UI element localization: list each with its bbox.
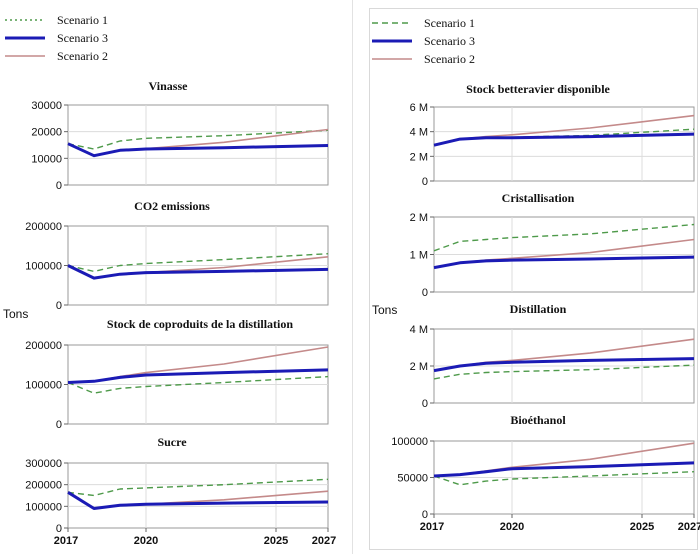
series-line-scenario-3 [67,491,329,510]
x-tick-label: 2017 [54,535,78,547]
series-line-scenario-3 [433,255,695,270]
x-tick-label: 2025 [264,535,288,547]
x-tick-label: 2027 [678,521,700,533]
chart-0: Vinasse 0 10000 20000 30000 [31,79,329,192]
y-tick-label: 0 [56,300,62,312]
chart-3: Sucre 0 100000 200000 300000 2017 2020 2025 2027 [25,435,336,547]
chart-title: Vinasse [149,79,189,93]
chart-title: Cristallisation [502,191,575,205]
chart-title: Stock betteravier disponible [466,82,610,96]
plot-frame [67,462,329,529]
chart-5: Cristallisation 0 1 M 2 M [410,191,695,299]
series-line-scenario-1 [67,253,329,273]
y-tick-label: 2 M [410,151,428,163]
series-line-scenario-3 [433,357,695,373]
chart-4: Stock betteravier disponible 0 2 M 4 M 6 M [410,82,695,188]
series-line-scenario-1 [433,223,695,252]
chart-7: Bioéthanol 0 50000 100000 2017 2020 2025 2027 [391,413,700,533]
y-tick-label: 0 [422,509,428,521]
y-tick-label: 2 M [410,361,428,373]
y-tick-label: 4 M [410,127,428,139]
x-tick-label: 2025 [630,521,654,533]
legend-label-scenario-1: Scenario 1 [57,13,108,27]
plot-frame [433,106,695,182]
y-tick-label: 30000 [31,100,62,112]
y-tick-label: 0 [56,419,62,431]
panel-divider [352,0,353,554]
right-panel-frame [369,8,698,550]
x-tick-label: 2027 [312,535,336,547]
y-tick-label: 200000 [25,480,62,492]
y-tick-label: 200000 [25,221,62,233]
y-axis-label-right: Tons [372,303,397,317]
legend-right: Scenario 1 Scenario 3 Scenario 2 [372,16,475,66]
series-line-scenario-3 [67,368,329,384]
y-tick-label: 1 M [410,250,428,262]
legend-label-scenario-3: Scenario 3 [424,34,475,48]
y-axis-label-left: Tons [3,307,28,321]
chart-1: CO2 emissions 0 100000 200000 [25,199,329,312]
series-line-scenario-1 [67,375,329,394]
chart-6: Distillation 0 2 M 4 M [410,302,695,410]
series-line-scenario-3 [67,142,329,158]
y-tick-label: 50000 [397,473,428,485]
series-line-scenario-1 [67,129,329,150]
charts-group: Vinasse 0 10000 20000 30000 CO2 emissions 0 100… [25,79,700,547]
y-tick-label: 100000 [25,380,62,392]
y-tick-label: 2 M [410,212,428,224]
y-tick-label: 4 M [410,324,428,336]
series-line-scenario-1 [433,364,695,380]
chart-title: Sucre [157,435,187,449]
chart-title: Distillation [510,302,567,316]
chart-2: Stock de coproduits de la distillation 0 1… [25,317,329,431]
legend-label-scenario-1: Scenario 1 [424,16,475,30]
y-tick-label: 0 [422,398,428,410]
y-tick-label: 100000 [25,261,62,273]
legend-label-scenario-3: Scenario 3 [57,31,108,45]
y-tick-label: 10000 [31,153,62,165]
legend-label-scenario-2: Scenario 2 [57,49,108,63]
y-tick-label: 300000 [25,458,62,470]
chart-title: Stock de coproduits de la distillation [107,317,293,331]
chart-title: Bioéthanol [510,413,566,427]
legend-left: Scenario 1 Scenario 3 Scenario 2 [5,13,108,63]
y-tick-label: 0 [422,287,428,299]
y-tick-label: 100000 [25,501,62,513]
chart-title: CO2 emissions [134,199,210,213]
x-tick-label: 2020 [500,521,524,533]
y-tick-label: 0 [56,180,62,192]
series-line-scenario-3 [67,264,329,280]
y-tick-label: 200000 [25,340,62,352]
x-tick-label: 2020 [134,535,158,547]
legend-label-scenario-2: Scenario 2 [424,52,475,66]
y-tick-label: 6 M [410,102,428,114]
x-tick-label: 2017 [420,521,444,533]
y-tick-label: 0 [422,176,428,188]
y-tick-label: 20000 [31,127,62,139]
y-tick-label: 100000 [391,436,428,448]
series-line-scenario-1 [433,471,695,486]
y-tick-label: 0 [56,523,62,535]
series-line-scenario-3 [433,132,695,147]
series-line-scenario-1 [67,478,329,497]
series-line-scenario-3 [433,461,695,478]
